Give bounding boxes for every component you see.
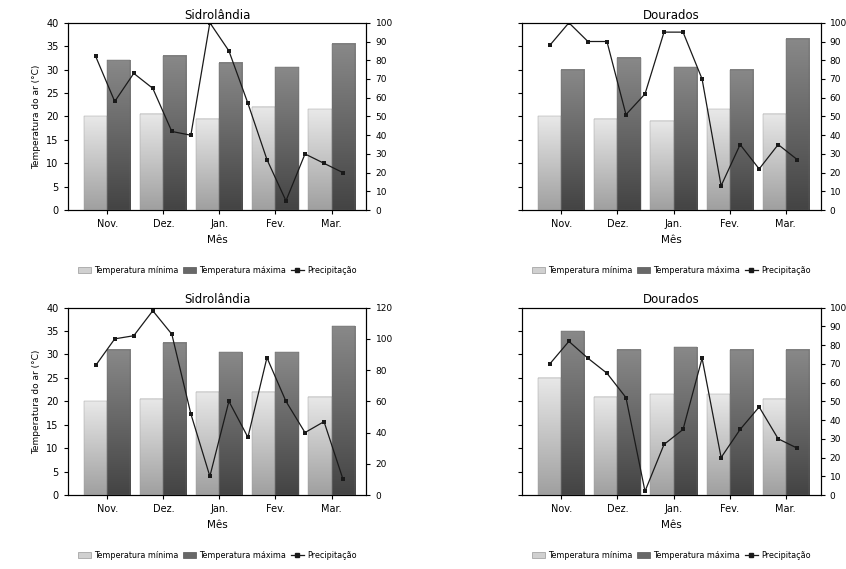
Bar [786,350,809,495]
Y-axis label: Temperatura do ar (°C): Temperatura do ar (°C) [31,64,41,168]
Bar [786,39,809,210]
Bar [538,117,562,210]
Bar [332,327,354,495]
Legend: Temperatura mínima, Temperatura máxima, Precipitação: Temperatura mínima, Temperatura máxima, … [529,263,814,278]
Bar [332,44,354,210]
Bar [309,109,332,210]
X-axis label: Mês: Mês [206,235,228,245]
Bar [140,114,163,210]
Bar [673,348,696,495]
X-axis label: Mês: Mês [206,519,228,530]
Bar [107,350,130,495]
Bar [729,350,753,495]
Bar [562,69,585,210]
Bar [252,392,276,495]
Legend: Temperatura mínima, Temperatura máxima, Precipitação: Temperatura mínima, Temperatura máxima, … [74,263,360,278]
Legend: Temperatura mínima, Temperatura máxima, Precipitação: Temperatura mínima, Temperatura máxima, … [74,548,360,563]
Bar [84,117,107,210]
Bar [618,58,640,210]
Bar [706,109,729,210]
Title: Dourados: Dourados [643,9,700,22]
Bar [562,331,585,495]
Bar [595,397,618,495]
Bar [276,67,299,210]
Bar [673,67,696,210]
Y-axis label: Temperatura do ar (°C): Temperatura do ar (°C) [31,349,41,453]
Bar [163,56,186,210]
Title: Dourados: Dourados [643,294,700,307]
Bar [618,350,640,495]
Bar [309,397,332,495]
Bar [219,63,243,210]
Bar [651,121,673,210]
Bar [651,394,673,495]
X-axis label: Mês: Mês [661,235,682,245]
Bar [252,107,276,210]
Legend: Temperatura mínima, Temperatura máxima, Precipitação: Temperatura mínima, Temperatura máxima, … [529,548,814,563]
X-axis label: Mês: Mês [661,519,682,530]
Bar [729,69,753,210]
Bar [84,401,107,495]
Title: Sidrolândia: Sidrolândia [184,294,250,307]
Bar [107,60,130,210]
Bar [762,114,786,210]
Bar [276,352,299,495]
Bar [538,378,562,495]
Bar [762,399,786,495]
Bar [163,343,186,495]
Bar [219,352,243,495]
Bar [196,392,219,495]
Bar [595,119,618,210]
Title: Sidrolândia: Sidrolândia [184,9,250,22]
Bar [140,399,163,495]
Bar [196,119,219,210]
Bar [706,394,729,495]
